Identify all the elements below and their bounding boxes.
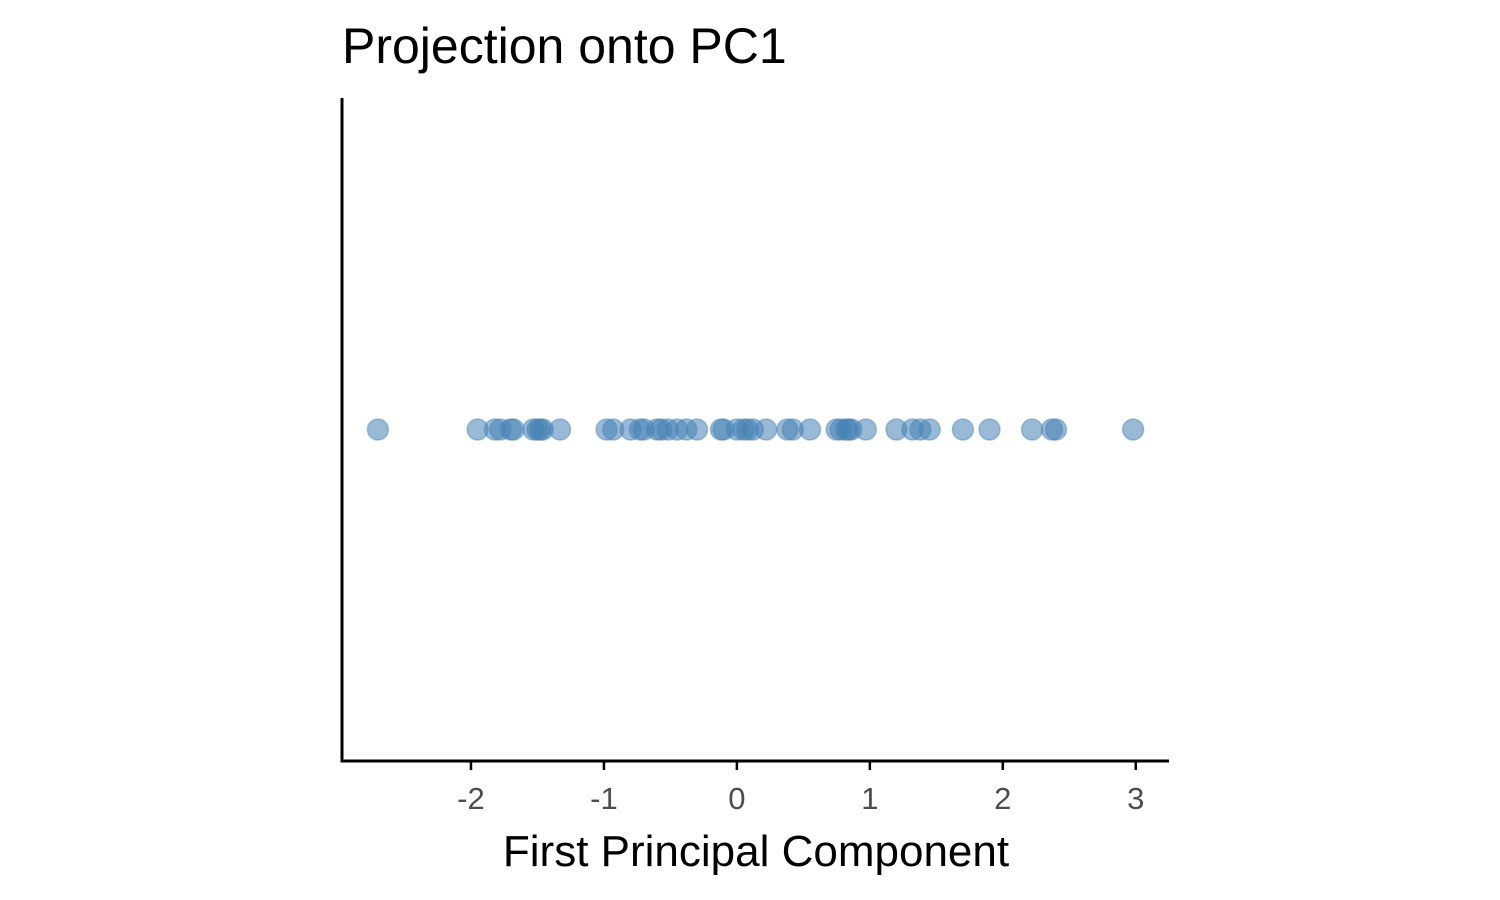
x-tick-label: 1 [861,781,878,816]
data-point [548,418,572,441]
data-point [951,418,975,441]
x-axis-label: First Principal Component [503,827,1009,876]
data-point [978,418,1001,441]
x-tick-label: -1 [590,781,618,816]
data-point [754,418,778,441]
x-tick-label: 2 [994,781,1011,816]
data-point [1020,418,1044,441]
data-point [1121,418,1145,441]
data-point [502,418,525,441]
data-point [854,418,878,441]
x-tick-label: -2 [457,781,485,816]
data-point [685,418,709,441]
data-point [798,418,822,441]
chart-title: Projection onto PC1 [342,18,787,74]
x-tick-label: 3 [1127,781,1144,816]
data-point [918,418,941,441]
data-point [366,418,390,441]
x-axis-ticks: -2 -1 0 1 2 3 [457,761,1144,816]
data-points [366,418,1145,441]
data-point [1044,418,1068,441]
x-tick-label: 0 [728,781,745,816]
